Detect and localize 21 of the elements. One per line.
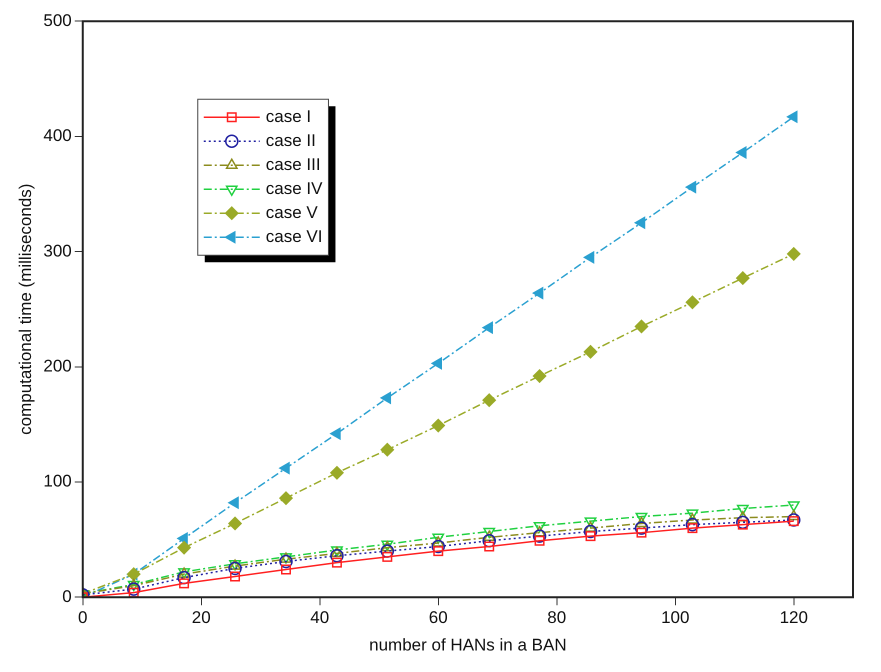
y-tick-label: 100 xyxy=(43,472,72,491)
y-tick-label: 200 xyxy=(43,356,72,376)
legend-label: case VI xyxy=(266,226,322,246)
x-tick-label: 40 xyxy=(310,608,330,628)
x-tick-label: 120 xyxy=(780,608,808,628)
x-axis-title: number of HANs in a BAN xyxy=(369,635,567,654)
legend-label: case V xyxy=(266,202,318,222)
y-axis-title: computational time (milliseconds) xyxy=(16,184,35,435)
legend-label: case III xyxy=(266,154,321,174)
x-tick-label: 60 xyxy=(428,608,448,628)
x-tick-label: 0 xyxy=(78,608,88,628)
x-tick-label: 20 xyxy=(192,608,211,628)
y-tick-label: 300 xyxy=(43,241,72,260)
y-tick-label: 400 xyxy=(43,126,72,146)
legend-label: case II xyxy=(266,130,316,150)
y-tick-label: 0 xyxy=(62,586,72,606)
legend-label: case IV xyxy=(266,178,324,198)
y-tick-label: 500 xyxy=(43,10,72,30)
x-tick-label: 100 xyxy=(661,608,690,628)
legend-label: case I xyxy=(266,106,312,126)
x-tick-label: 80 xyxy=(547,608,566,628)
